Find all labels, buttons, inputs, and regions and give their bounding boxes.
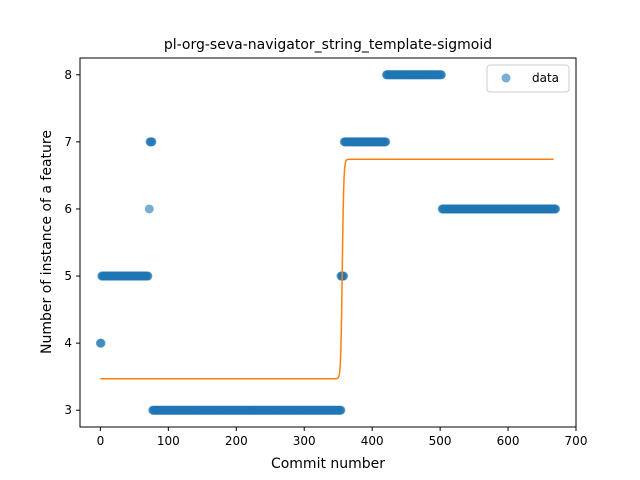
legend-label-data: data [532, 71, 559, 85]
legend: data [486, 64, 570, 93]
data-points [95, 70, 561, 415]
x-axis: 0 100 200 300 400 500 600 700 [97, 427, 588, 448]
data-point [143, 271, 153, 281]
y-tick-label: 7 [64, 135, 72, 149]
data-point [336, 405, 346, 415]
y-tick-label: 5 [64, 269, 72, 283]
legend-box [486, 64, 570, 93]
x-tick-label: 500 [429, 434, 452, 448]
data-point [96, 338, 106, 348]
y-tick-label: 6 [64, 202, 72, 216]
x-tick-label: 100 [157, 434, 180, 448]
x-tick-label: 400 [361, 434, 384, 448]
x-tick-label: 700 [565, 434, 588, 448]
y-axis-label: Number of instance of a feature [39, 130, 55, 354]
x-tick-label: 600 [497, 434, 520, 448]
x-tick-label: 300 [293, 434, 316, 448]
data-point [339, 271, 349, 281]
plot-frame [79, 57, 577, 428]
y-tick-label: 3 [64, 403, 72, 417]
chart-title: pl-org-seva-navigator_string_template-si… [164, 37, 492, 53]
legend-marker-data [501, 73, 511, 83]
data-point [144, 204, 154, 214]
data-point [436, 70, 446, 80]
data-point [147, 137, 157, 147]
data-point [551, 204, 561, 214]
sigmoid-fit-line [100, 158, 554, 380]
plot-area [95, 70, 561, 415]
y-tick-label: 4 [64, 336, 72, 350]
data-point [381, 137, 391, 147]
y-axis: 3 4 5 6 7 8 [64, 68, 80, 417]
x-axis-label: Commit number [271, 456, 385, 472]
x-tick-label: 0 [97, 434, 105, 448]
y-tick-label: 8 [64, 68, 72, 82]
x-tick-label: 200 [225, 434, 248, 448]
